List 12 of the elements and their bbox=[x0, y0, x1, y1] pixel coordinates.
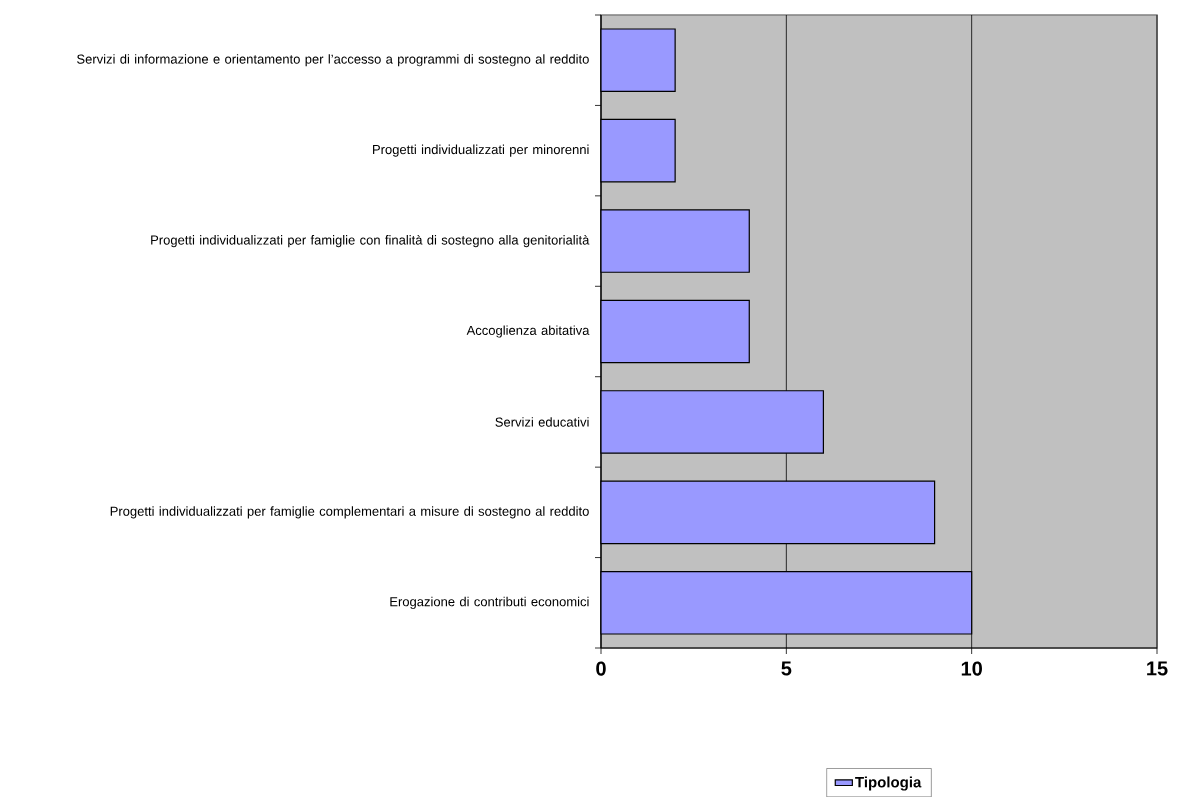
y-tick-label: Servizi di informazione e orientamento per l’accesso a programmi di sostegno al reddito bbox=[77, 54, 589, 67]
y-tick-label: Erogazione di contributi economici bbox=[390, 596, 589, 609]
y-tick-label: Progetti individualizzati per famiglie complementari a misure di sostegno al reddito bbox=[110, 506, 589, 519]
y-tick-label: Progetti individualizzati per famiglie con finalità di sostegno alla genitorialità bbox=[151, 234, 590, 248]
legend-label: Tipologia bbox=[855, 776, 922, 791]
x-tick-label: 15 bbox=[1147, 661, 1168, 676]
x-tick-label: 10 bbox=[961, 661, 982, 676]
x-tick-label: 5 bbox=[781, 661, 792, 676]
y-tick-label: Accoglienza abitativa bbox=[466, 325, 590, 338]
y-tick-label: Progetti individualizzati per minorenni bbox=[373, 144, 589, 157]
x-tick-label: 0 bbox=[596, 661, 606, 676]
y-tick-label: Servizi educativi bbox=[495, 417, 589, 427]
